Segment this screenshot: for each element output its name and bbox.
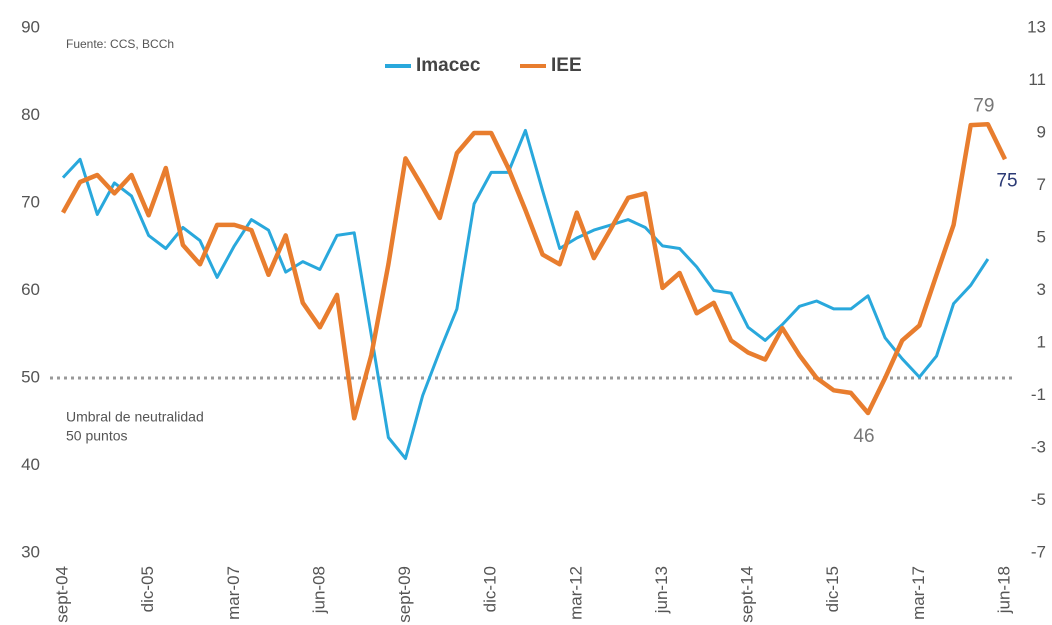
y-tick-label: 40 (21, 455, 40, 474)
y2-tick-label: -7 (1031, 542, 1046, 561)
y-tick-label: 50 (21, 367, 40, 386)
x-tick-label: dic-10 (481, 566, 500, 612)
y-tick-label: 30 (21, 542, 40, 561)
y-tick-label: 90 (21, 17, 40, 36)
y2-tick-label: -1 (1031, 385, 1046, 404)
y-tick-label: 60 (21, 280, 40, 299)
source-note: Fuente: CCS, BCCh (66, 37, 174, 51)
y-tick-label: 70 (21, 192, 40, 211)
annotation: 50 puntos (66, 428, 128, 444)
y2-tick-label: 1 (1037, 332, 1046, 351)
data-label: 79 (973, 95, 994, 116)
y2-tick-label: 13 (1027, 17, 1046, 36)
x-tick-label: mar-12 (566, 566, 585, 620)
series-line (61, 122, 1008, 421)
x-tick-label: dic-05 (138, 566, 157, 612)
legend-label: IEE (551, 55, 582, 76)
y-tick-label: 80 (21, 105, 40, 124)
x-tick-label: sept-09 (395, 566, 414, 623)
y2-tick-label: 5 (1037, 227, 1046, 246)
x-tick-label: dic-15 (823, 566, 842, 612)
x-tick-label: jun-18 (994, 566, 1013, 614)
y2-tick-label: -5 (1031, 490, 1046, 509)
y2-tick-label: -3 (1031, 437, 1046, 456)
x-tick-label: mar-17 (909, 566, 928, 620)
series-line (61, 128, 990, 460)
data-label: 46 (853, 426, 874, 447)
x-tick-label: mar-07 (224, 566, 243, 620)
x-tick-label: jun-08 (309, 566, 328, 614)
annotation: Umbral de neutralidad (66, 409, 204, 425)
y2-tick-label: 11 (1028, 70, 1046, 89)
data-label: 75 (996, 170, 1017, 191)
x-tick-label: sept-14 (738, 566, 757, 623)
x-tick-label: jun-13 (652, 566, 671, 614)
y2-tick-label: 7 (1037, 175, 1046, 194)
y2-tick-label: 3 (1037, 280, 1046, 299)
y2-tick-label: 9 (1037, 122, 1046, 141)
legend-label: Imacec (416, 55, 481, 76)
x-tick-label: sept-04 (52, 566, 71, 623)
